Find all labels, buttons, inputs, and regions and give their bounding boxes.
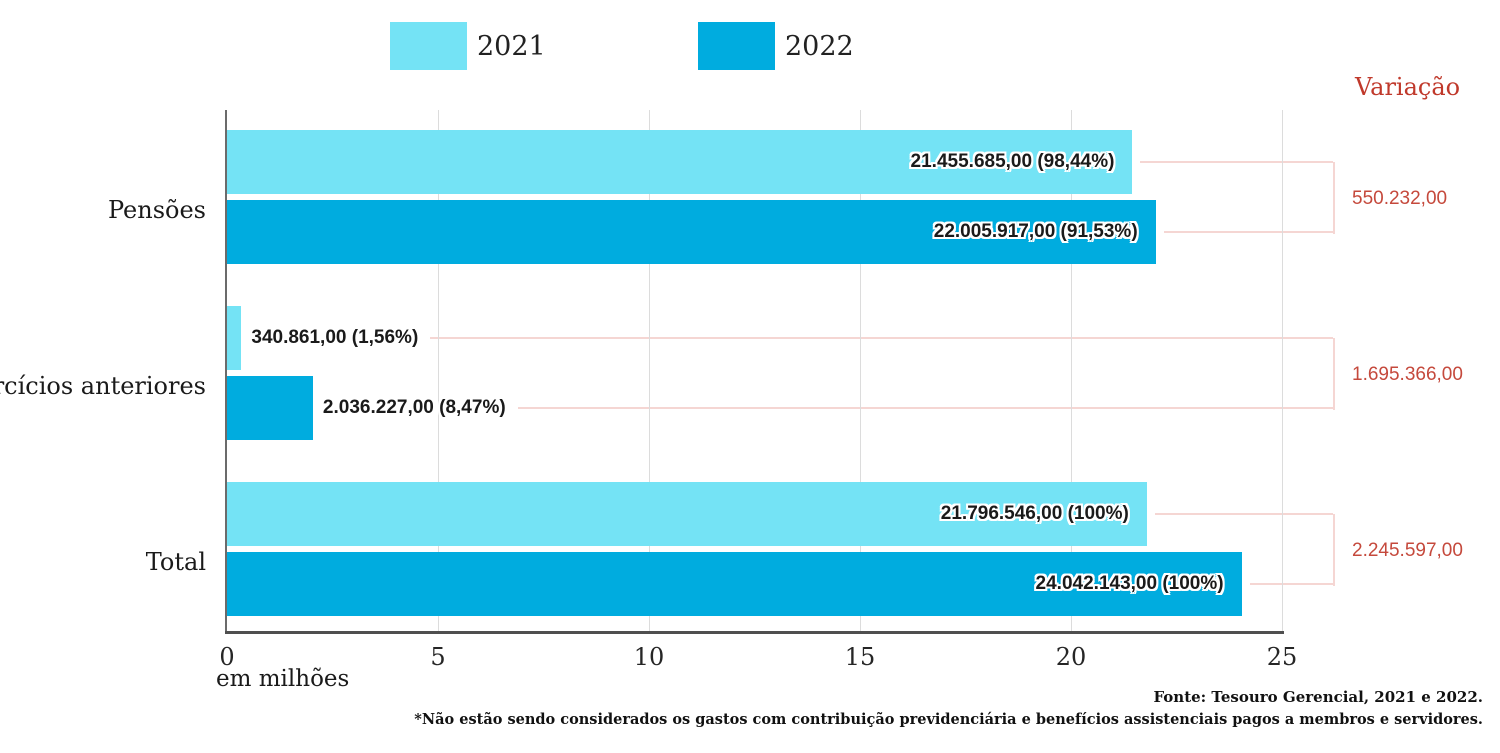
variation-connector-line — [1249, 583, 1333, 585]
x-axis-tick-label: 0 — [219, 643, 235, 671]
variation-connector-line — [1140, 161, 1333, 163]
variation-connector-line — [1154, 513, 1333, 515]
legend-swatch-2021-icon — [390, 22, 467, 70]
bar-2021-exercicios-anteriores[interactable] — [227, 306, 242, 370]
variation-bracket-line — [1333, 338, 1335, 410]
bar-value-label-2022-total: 24.042.143,00 (100%) — [1035, 573, 1224, 594]
bar-value-label-2021-pensoes: 21.455.685,00 (98,44%) — [910, 151, 1115, 172]
gridline — [1282, 110, 1283, 633]
variation-value-pensoes: 550.232,00 — [1352, 188, 1448, 209]
x-axis-tick-label: 25 — [1266, 643, 1298, 671]
bar-value-label-2022-pensoes: 22.005.917,00 (91,53%) — [933, 221, 1138, 242]
variation-connector-line — [517, 407, 1333, 409]
gridline — [649, 110, 650, 633]
variation-connector-line — [430, 337, 1333, 339]
bar-value-label-2021-total: 21.796.546,00 (100%) — [940, 503, 1129, 524]
bar-value-label-2022-exercicios-anteriores: 2.036.227,00 (8,47%) — [322, 397, 506, 418]
gridline — [438, 110, 439, 633]
x-axis-line — [225, 631, 1284, 634]
variation-value-total: 2.245.597,00 — [1352, 540, 1463, 561]
legend-item-2022[interactable]: 2022 — [698, 22, 854, 70]
x-axis-tick-label: 20 — [1055, 643, 1087, 671]
variation-bracket-line — [1333, 162, 1335, 234]
category-label-pensoes: Pensões — [107, 196, 206, 224]
x-axis-tick-label: 5 — [430, 643, 446, 671]
gridline — [860, 110, 861, 633]
variation-connector-line — [1163, 231, 1333, 233]
bar-value-label-2021-exercicios-anteriores: 340.861,00 (1,56%) — [251, 327, 419, 348]
category-label-exercicios-anteriores: Exercícios anteriores — [0, 372, 206, 400]
x-axis-unit-label: em milhões — [216, 666, 350, 692]
bar-2021-pensoes[interactable] — [227, 130, 1133, 194]
legend-label-2022: 2022 — [785, 30, 854, 62]
variation-bracket-line — [1333, 514, 1335, 586]
bar-2022-total[interactable] — [227, 552, 1242, 616]
gridline — [1071, 110, 1072, 633]
x-axis-tick-label: 10 — [633, 643, 665, 671]
y-axis-line — [225, 110, 227, 634]
variation-value-exercicios-anteriores: 1.695.366,00 — [1352, 364, 1463, 385]
bar-2022-exercicios-anteriores[interactable] — [227, 376, 313, 440]
legend-swatch-2022-icon — [698, 22, 775, 70]
legend-item-2021[interactable]: 2021 — [390, 22, 546, 70]
legend-label-2021: 2021 — [477, 30, 546, 62]
x-axis-tick-label: 15 — [844, 643, 876, 671]
category-label-total: Total — [145, 548, 206, 576]
bar-2021-total[interactable] — [227, 482, 1147, 546]
variation-column-header: Variação — [1355, 73, 1461, 101]
footnote: *Não estão sendo considerados os gastos … — [414, 711, 1483, 728]
bar-2022-pensoes[interactable] — [227, 200, 1156, 264]
source-note: Fonte: Tesouro Gerencial, 2021 e 2022. — [1153, 688, 1483, 706]
